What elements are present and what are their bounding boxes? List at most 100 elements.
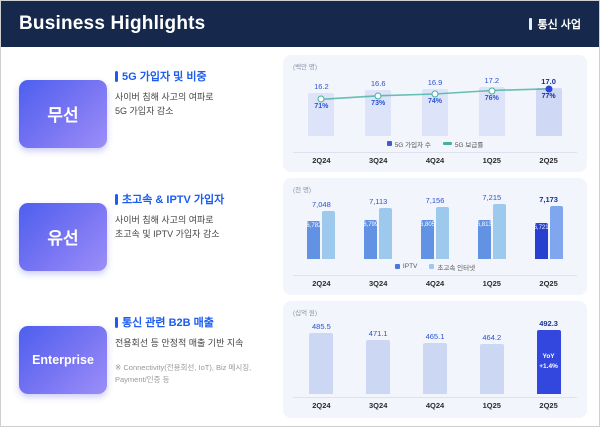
bar-group: 464.2: [463, 316, 520, 394]
value-label: 485.5: [312, 322, 331, 332]
bar-group: 7,048 6,782: [293, 193, 350, 259]
page-title: Business Highlights: [19, 13, 206, 34]
bar-b2b-revenue: YoY +1.4%: [536, 329, 561, 394]
text-wired: 초고속 & IPTV 가입자 사이버 침해 사고의 여파로 초고속 및 IPTV…: [113, 191, 283, 242]
bar-group: 7,215 6,813: [463, 193, 520, 259]
legend-label: IPTV: [402, 263, 418, 270]
bar-group: 492.3 YoY +1.4%: [520, 316, 577, 394]
category-label: 2Q25: [539, 279, 558, 288]
category-label: 2Q24: [312, 279, 331, 288]
section-desc: 사이버 침해 사고의 여파로 초고속 및 IPTV 가입자 감소: [115, 215, 220, 239]
category-label: 3Q24: [369, 279, 388, 288]
bar-group: 7,156 6,805: [407, 193, 464, 259]
chart-plot: 7,048 6,782 7,113 6,799 7,156 6,805 7,215 6,813…: [293, 193, 577, 259]
line-dot: [545, 85, 553, 93]
category-label: 1Q25: [482, 279, 501, 288]
title-bar-icon: [115, 70, 118, 82]
value-label: 492.3: [539, 318, 558, 328]
bar-broadband: [322, 210, 336, 259]
value-label: 7,113: [369, 197, 388, 207]
bar-pair: 6,799: [363, 208, 393, 259]
bar-inner-label: 6,813: [476, 221, 492, 228]
bar-b2b-revenue: [479, 343, 504, 394]
bar-iptv: 6,799: [363, 220, 379, 259]
bar-b2b-revenue: [422, 343, 447, 394]
bar-group: 7,113 6,799: [350, 193, 407, 259]
badge-wrap: 무선: [13, 79, 113, 148]
bar-b2b-revenue: [366, 340, 391, 394]
legend-label: 5G 가입자 수: [394, 141, 431, 149]
category-label: 2Q24: [312, 156, 331, 165]
legend-line-marker: [442, 142, 452, 145]
section-title-wireless: 5G 가입자 및 비중: [115, 68, 277, 84]
line-dot: [431, 90, 439, 98]
bar-b2b-revenue: [309, 333, 334, 394]
badge-wired: 유선: [19, 202, 107, 271]
title-bar-icon: [115, 193, 118, 205]
value-label: 7,173: [539, 194, 558, 204]
value-label: 465.1: [425, 332, 445, 342]
chart-unit-label: (십억 원): [293, 310, 318, 317]
bar-broadband: [379, 208, 393, 259]
value-label: 7,048: [312, 199, 331, 209]
legend-item: 5G 가입자 수: [386, 139, 431, 149]
line-dot: [374, 92, 382, 100]
badge-wrap: Enterprise: [13, 325, 113, 394]
value-label: 16.2: [314, 81, 329, 91]
text-wireless: 5G 가입자 및 비중 사이버 침해 사고의 여파로 5G 가입자 감소: [113, 68, 283, 119]
bar-group: 17.0: [520, 70, 577, 136]
value-label: 471.1: [368, 329, 388, 339]
bar-iptv: 6,721: [533, 223, 549, 259]
title-bar-icon: [115, 316, 118, 328]
bar-inner-label: 6,782: [306, 223, 322, 229]
bar-group: 465.1: [407, 316, 464, 394]
legend-item: IPTV: [394, 263, 418, 270]
value-label: 464.2: [482, 332, 502, 342]
category-label: 2Q25: [539, 156, 558, 165]
category-label: 2Q25: [539, 401, 558, 410]
category-label: 1Q25: [482, 156, 501, 165]
pct-label: 76%: [484, 94, 499, 102]
line-dot: [317, 95, 325, 103]
category-label: 1Q25: [482, 401, 501, 410]
yoy-label: YoY +1.4%: [539, 353, 558, 370]
line-dot: [488, 87, 496, 94]
bar-iptv: 6,805: [420, 220, 435, 259]
section-desc: 사이버 침해 사고의 여파로 5G 가입자 감소: [115, 92, 214, 116]
bar-pair: 6,782: [306, 210, 336, 259]
category-label: 4Q24: [425, 401, 445, 410]
legend-item: 5G 보급률: [442, 139, 484, 149]
legend-square-marker: [386, 141, 392, 146]
chart-legend: IPTV 초고속 인터넷: [293, 261, 577, 272]
section-title-wired: 초고속 & IPTV 가입자: [115, 191, 277, 207]
bar-pair: 6,721: [533, 205, 563, 259]
legend-label: 5G 보급률: [454, 141, 484, 149]
chart-categories: 2Q24 3Q24 4Q24 1Q25 2Q25: [293, 397, 577, 410]
header: Business Highlights 통신 사업: [1, 1, 599, 47]
bar-iptv: 6,782: [306, 221, 322, 259]
bar-pair: 6,813: [476, 204, 506, 259]
category-label: 4Q24: [425, 279, 445, 288]
badge-wrap: 유선: [13, 202, 113, 271]
bar-inner-label: 6,799: [363, 222, 379, 229]
category-label: 3Q24: [369, 401, 388, 410]
bar-inner-label: 6,721: [533, 225, 549, 232]
bar-group: 17.2: [463, 70, 520, 136]
row-wireless: 무선 5G 가입자 및 비중 사이버 침해 사고의 여파로 5G 가입자 감소 …: [13, 55, 587, 172]
slide-body: 무선 5G 가입자 및 비중 사이버 침해 사고의 여파로 5G 가입자 감소 …: [1, 47, 599, 426]
chart-5g: (백만 명) 16.2 16.6 16.9 17.2 17.0 71% 73% 74% 76% 7…: [283, 55, 587, 172]
category-label: 4Q24: [425, 156, 445, 165]
bar-pair: 6,805: [420, 206, 449, 259]
bar-group: 16.6: [350, 70, 407, 136]
bar-group: 7,173 6,721: [520, 193, 577, 259]
pct-label: 77%: [541, 92, 556, 100]
legend-square-marker: [394, 264, 400, 269]
tag-bar-icon: [529, 18, 533, 30]
section-title-text: 통신 관련 B2B 매출: [122, 317, 214, 329]
chart-plot: 16.2 16.6 16.9 17.2 17.0 71% 73% 74% 76% 77%: [293, 70, 577, 136]
section-title-text: 5G 가입자 및 비중: [122, 71, 207, 83]
chart-unit-label: (천 명): [293, 187, 312, 194]
value-label: 7,215: [482, 193, 502, 203]
chart-categories: 2Q24 3Q24 4Q24 1Q25 2Q25: [293, 152, 577, 165]
bar-5g-subscribers: [535, 88, 562, 136]
